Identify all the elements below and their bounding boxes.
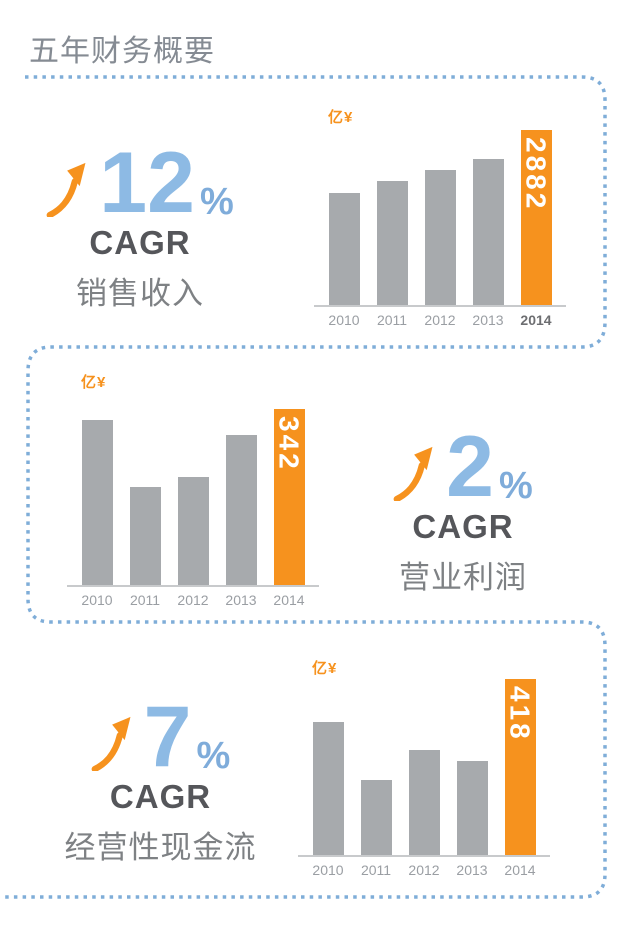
page-title: 五年财务概要: [29, 35, 215, 68]
chart-operating-profit: 亿¥ 342 2010 2011 2012 2013 2014: [67, 373, 319, 608]
bar-2011: [360, 780, 392, 855]
cagr-block-operating-profit: 2 % CAGR 营业利润: [368, 419, 558, 595]
bar-2011: [129, 487, 161, 585]
chart-unit-label: 亿¥: [328, 109, 354, 126]
bar-2012: [424, 170, 456, 305]
bar-2014: 418: [504, 679, 536, 855]
bar-2010: [81, 420, 113, 585]
cagr-number-row: 2 %: [393, 419, 533, 515]
bar-2012: [177, 477, 209, 585]
x-axis-label-2010: 2010: [328, 312, 360, 328]
bar-column-2012: [400, 750, 448, 855]
chart-operating-cash-flow: 亿¥ 418 2010 2011 2012 2013 2014: [298, 659, 550, 878]
x-axis-label-2014: 2014: [273, 592, 305, 608]
growth-arrow-icon: [46, 162, 86, 217]
bar-column-2010: [320, 193, 368, 305]
chart-plot-area: 2882: [314, 130, 566, 307]
bar-2010: [312, 722, 344, 855]
x-axis-label-2011: 2011: [129, 592, 161, 608]
bar-column-2010: [304, 722, 352, 855]
x-axis-label-2011: 2011: [360, 862, 392, 878]
bar-column-2011: [352, 780, 400, 855]
bar-2011: [376, 181, 408, 305]
cagr-block-operating-cash-flow: 7 % CAGR 经营性现金流: [58, 689, 263, 865]
bar-2013: [456, 761, 488, 855]
bar-2013: [472, 159, 504, 305]
chart-x-axis-labels: 2010 2011 2012 2013 2014: [298, 862, 550, 878]
cagr-word: CAGR: [109, 778, 212, 815]
x-axis-label-2014: 2014: [504, 862, 536, 878]
cagr-word: CAGR: [412, 508, 514, 545]
metric-name: 销售收入: [76, 276, 204, 311]
x-axis-label-2013: 2013: [225, 592, 257, 608]
x-axis-label-2010: 2010: [312, 862, 344, 878]
cagr-word: CAGR: [89, 224, 191, 261]
bar-column-2014: 2882: [512, 130, 560, 305]
bar-2010: [328, 193, 360, 305]
x-axis-label-2013: 2013: [472, 312, 504, 328]
bar-column-2014: 342: [265, 409, 313, 585]
chart-plot-area: 342: [67, 409, 319, 587]
percent-sign: %: [199, 181, 234, 223]
x-axis-label-2014: 2014: [520, 312, 552, 328]
bar-2013: [225, 435, 257, 585]
cagr-block-sales-revenue: 12 % CAGR 销售收入: [40, 135, 240, 311]
dashed-border-path: [0, 75, 607, 899]
bar-column-2013: [464, 159, 512, 305]
cagr-value: 12: [99, 135, 195, 231]
x-axis-label-2010: 2010: [81, 592, 113, 608]
bar-column-2012: [169, 477, 217, 585]
cagr-value: 7: [143, 689, 192, 785]
chart-sales-revenue: 亿¥ 2882 2010 2011 2012 2013 2014: [314, 108, 566, 328]
bar-column-2012: [416, 170, 464, 305]
bar-column-2014: 418: [496, 679, 544, 855]
bar-value-label: 2882: [520, 137, 552, 212]
metric-name: 营业利润: [399, 560, 527, 595]
growth-arrow-icon: [91, 716, 131, 771]
bar-column-2010: [73, 420, 121, 585]
bar-2014: 2882: [520, 130, 552, 305]
bar-column-2011: [121, 487, 169, 585]
bar-column-2013: [448, 761, 496, 855]
chart-unit-label: 亿¥: [312, 660, 338, 677]
bar-value-label: 418: [504, 686, 536, 742]
bar-2012: [408, 750, 440, 855]
cagr-number-row: 12 %: [46, 135, 234, 231]
cagr-number-row: 7 %: [91, 689, 231, 785]
x-axis-label-2013: 2013: [456, 862, 488, 878]
x-axis-label-2012: 2012: [408, 862, 440, 878]
x-axis-label-2011: 2011: [376, 312, 408, 328]
x-axis-label-2012: 2012: [424, 312, 456, 328]
chart-unit-label: 亿¥: [81, 374, 107, 391]
cagr-value: 2: [446, 419, 495, 515]
bar-value-label: 342: [273, 416, 305, 472]
chart-x-axis-labels: 2010 2011 2012 2013 2014: [314, 312, 566, 328]
bar-column-2013: [217, 435, 265, 585]
x-axis-label-2012: 2012: [177, 592, 209, 608]
bar-2014: 342: [273, 409, 305, 585]
percent-sign: %: [499, 465, 533, 507]
percent-sign: %: [196, 735, 231, 777]
growth-arrow-icon: [393, 446, 433, 501]
bar-column-2011: [368, 181, 416, 305]
metric-name: 经营性现金流: [64, 830, 257, 865]
chart-plot-area: 418: [298, 679, 550, 857]
chart-x-axis-labels: 2010 2011 2012 2013 2014: [67, 592, 319, 608]
